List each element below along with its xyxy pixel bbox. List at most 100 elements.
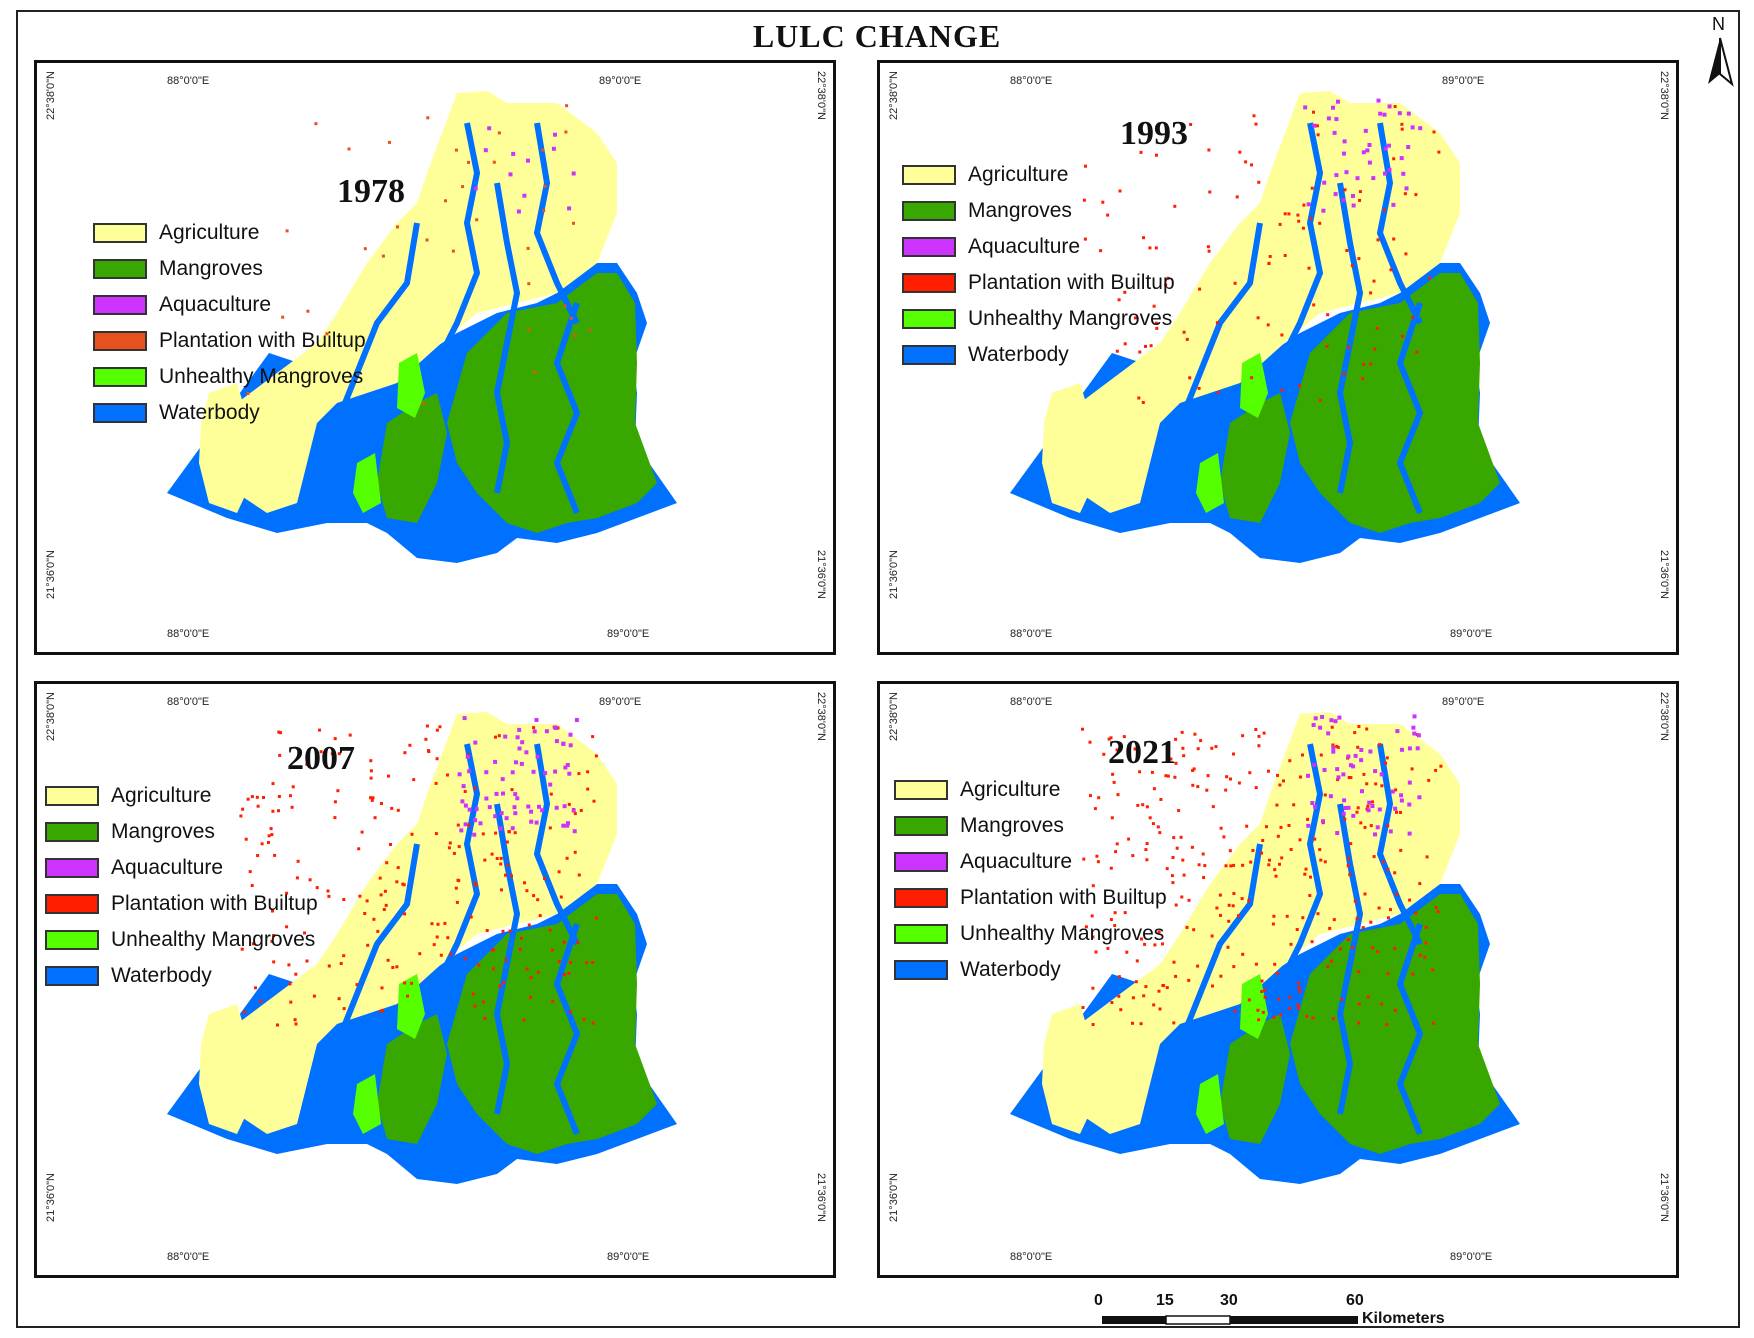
plantation-pixel bbox=[1289, 848, 1293, 851]
aquaculture-pixel bbox=[1313, 716, 1318, 721]
plantation-pixel bbox=[1254, 962, 1258, 966]
plantation-pixel bbox=[1095, 854, 1099, 858]
agriculture-island bbox=[1042, 383, 1094, 513]
plantation-pixel bbox=[369, 759, 373, 763]
plantation-pixel bbox=[1166, 774, 1170, 778]
plantation-pixel bbox=[507, 830, 511, 834]
plantation-pixel bbox=[1192, 767, 1196, 771]
plantation-pixel bbox=[244, 837, 248, 841]
agriculture-area bbox=[1070, 91, 1460, 513]
scale-tick-15: 15 bbox=[1156, 1292, 1174, 1309]
aquaculture-pixel bbox=[1351, 813, 1356, 818]
legend-label: Waterbody bbox=[960, 958, 1061, 981]
plantation-pixel bbox=[380, 802, 383, 805]
aquaculture-pixel bbox=[1407, 746, 1412, 751]
plantation-pixel bbox=[1359, 821, 1363, 825]
plantation-pixel bbox=[454, 886, 458, 890]
plantation-pixel bbox=[1384, 761, 1388, 765]
plantation-pixel bbox=[1335, 744, 1339, 748]
plantation-pixel bbox=[1353, 899, 1357, 903]
plantation-pixel bbox=[366, 943, 370, 947]
aquaculture-pixel bbox=[1341, 198, 1346, 203]
aquaculture-pixel bbox=[526, 804, 531, 809]
plantation-pixel bbox=[1241, 863, 1245, 867]
plantation-pixel bbox=[1237, 781, 1241, 785]
plantation-pixel bbox=[579, 809, 583, 812]
plantation-pixel bbox=[278, 753, 282, 757]
aquaculture-pixel bbox=[1341, 811, 1346, 816]
plantation-pixel bbox=[504, 873, 507, 877]
legend-swatch bbox=[902, 237, 956, 257]
aquaculture-pixel bbox=[1351, 764, 1356, 769]
plantation-pixel bbox=[1111, 772, 1115, 776]
plantation-pixel bbox=[494, 831, 498, 835]
plantation-pixel bbox=[434, 781, 438, 785]
plantation-pixel bbox=[1122, 735, 1126, 739]
plantation-pixel bbox=[381, 254, 385, 258]
lon-label-west-top: 88°0'0"E bbox=[167, 696, 210, 708]
aquaculture-pixel bbox=[1331, 745, 1336, 750]
plantation-pixel bbox=[1369, 362, 1373, 366]
plantation-pixel bbox=[1371, 800, 1374, 804]
aquaculture-pixel bbox=[1322, 768, 1327, 772]
plantation-pixel bbox=[1145, 805, 1149, 809]
plantation-pixel bbox=[256, 854, 260, 857]
plantation-pixel bbox=[1351, 264, 1354, 268]
plantation-pixel bbox=[435, 757, 439, 761]
plantation-pixel bbox=[1349, 776, 1353, 780]
plantation-pixel bbox=[1331, 743, 1335, 747]
plantation-pixel bbox=[1164, 774, 1168, 778]
plantation-pixel bbox=[273, 853, 277, 857]
plantation-pixel bbox=[559, 895, 563, 899]
legend-item: Unhealthy Mangroves bbox=[45, 922, 318, 958]
plantation-pixel bbox=[276, 1023, 279, 1027]
plantation-pixel bbox=[1241, 734, 1245, 738]
plantation-pixel bbox=[1238, 150, 1242, 154]
plantation-pixel bbox=[1357, 1021, 1360, 1025]
legend-label: Mangroves bbox=[159, 257, 263, 280]
plantation-pixel bbox=[1318, 221, 1322, 225]
legend-swatch bbox=[894, 780, 948, 800]
aquaculture-pixel bbox=[1418, 126, 1423, 131]
plantation-pixel bbox=[455, 900, 459, 904]
plantation-pixel bbox=[1358, 190, 1362, 194]
plantation-pixel bbox=[378, 876, 382, 880]
plantation-pixel bbox=[1345, 249, 1349, 252]
aquaculture-pixel bbox=[462, 716, 467, 721]
plantation-pixel bbox=[1410, 767, 1414, 771]
plantation-pixel bbox=[1369, 291, 1373, 295]
plantation-pixel bbox=[523, 881, 526, 885]
river-3 bbox=[324, 222, 420, 484]
aquaculture-pixel bbox=[553, 725, 558, 730]
aquaculture-pixel bbox=[529, 809, 534, 814]
plantation-pixel bbox=[513, 831, 517, 835]
plantation-pixel bbox=[1181, 858, 1185, 862]
aquaculture-pixel bbox=[1406, 111, 1411, 116]
aquaculture-pixel bbox=[1383, 171, 1387, 176]
panel-year-label: 2007 bbox=[287, 740, 355, 777]
plantation-pixel bbox=[542, 209, 546, 213]
plantation-pixel bbox=[1117, 994, 1121, 998]
aquaculture-pixel bbox=[1415, 746, 1420, 751]
plantation-pixel bbox=[1437, 150, 1441, 154]
plantation-pixel bbox=[271, 782, 275, 786]
plantation-pixel bbox=[254, 986, 257, 990]
aquaculture-pixel bbox=[1401, 171, 1406, 176]
aquaculture-pixel bbox=[1322, 180, 1327, 185]
agriculture-island bbox=[199, 1004, 251, 1134]
plantation-pixel bbox=[403, 751, 407, 755]
legend-swatch bbox=[45, 894, 99, 914]
plantation-pixel bbox=[1116, 793, 1120, 797]
aquaculture-pixel bbox=[474, 807, 479, 812]
plantation-pixel bbox=[1134, 980, 1138, 984]
legend-swatch bbox=[902, 273, 956, 293]
aquaculture-pixel bbox=[1399, 798, 1404, 803]
plantation-pixel bbox=[1249, 860, 1253, 864]
aquaculture-pixel bbox=[1359, 758, 1364, 763]
river-1 bbox=[434, 122, 481, 365]
aquaculture-pixel bbox=[514, 760, 518, 765]
plantation-pixel bbox=[1332, 918, 1336, 922]
legend-swatch bbox=[93, 259, 147, 279]
plantation-pixel bbox=[1091, 884, 1095, 888]
plantation-pixel bbox=[1127, 744, 1131, 748]
